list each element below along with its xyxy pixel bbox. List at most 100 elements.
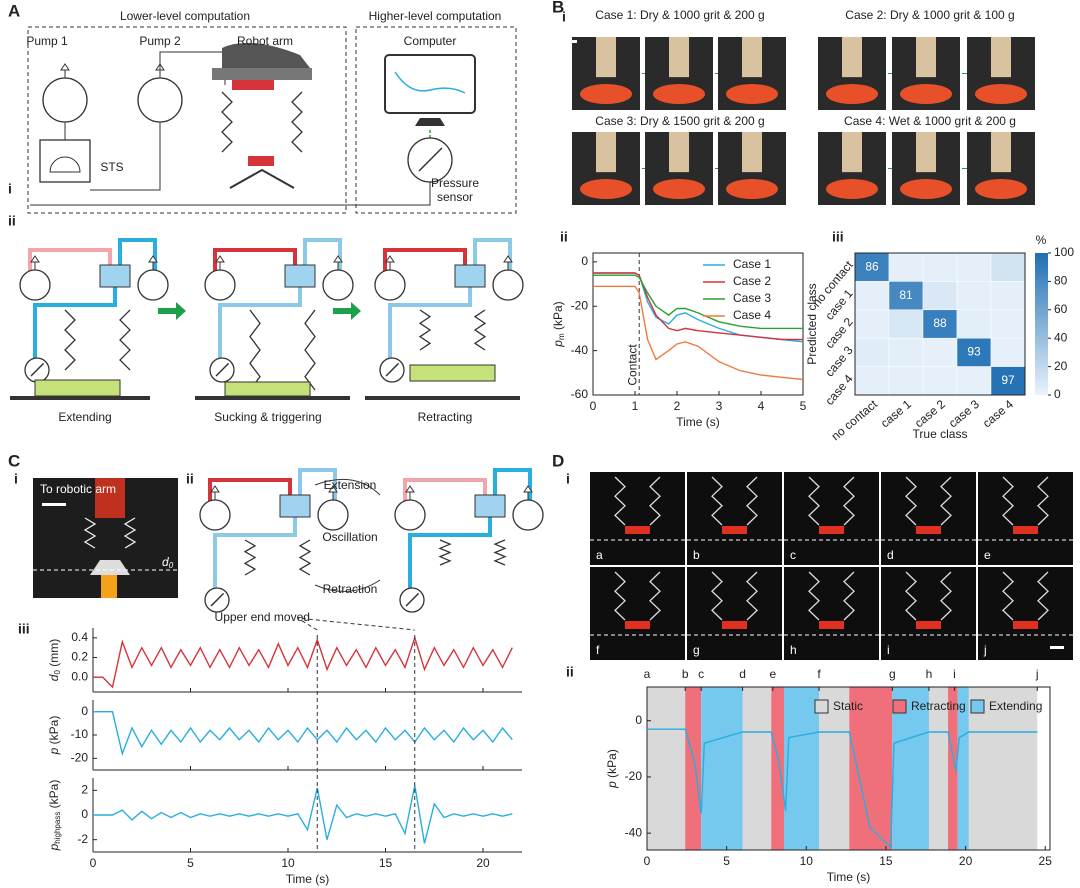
x-tick-label: 4 [758,399,765,413]
frame-label: e [984,548,991,562]
shape [625,621,650,629]
shape [916,621,941,629]
heat-cell [990,281,1026,311]
x-axis-label: Time (s) [286,872,330,886]
shape [208,478,292,515]
shape [394,71,466,94]
line [593,285,804,381]
shape [249,309,316,391]
heat-cell [956,281,992,311]
colorbar-label: % [1036,233,1047,247]
shape [512,499,544,531]
y-tick-label: 0.4 [71,630,88,644]
shape [580,179,632,199]
shape [284,264,316,288]
shape [563,40,577,43]
y-tick-label: 0 [581,254,588,268]
shape [418,309,487,351]
x-tick-label: 25 [1039,854,1053,868]
y-axis-label-main: d [47,674,61,681]
shape [625,526,650,534]
label: Computer [404,34,457,48]
shape [916,132,936,173]
y-axis-label-main: p [551,340,565,348]
shape [742,37,762,78]
heat-cell [922,366,958,396]
x-tick-label: 20 [476,856,490,870]
shape [388,238,512,365]
sub-label: i [562,9,566,25]
x-tick-label: 2 [674,399,681,413]
event-label: f [817,667,821,681]
y-axis-label: p (kPa) [47,716,61,756]
shape [687,472,782,565]
shape [711,571,758,621]
sub-label: i [14,471,18,487]
shape [355,26,517,214]
cell-label: 93 [967,345,981,359]
line [593,274,803,330]
heat-cell [854,366,890,396]
shape [83,517,137,549]
shape [438,539,507,566]
shape [418,147,443,172]
heat-cell [922,281,958,311]
x-tick-label: 0 [644,854,651,868]
label: STS [100,160,123,174]
sub-label: ii [566,664,574,680]
line [93,711,513,757]
colorbar-tick-label: 20 [1054,359,1068,373]
box-title: Lower-level computation [120,9,250,23]
shape [322,269,354,301]
shape [19,269,51,301]
y-axis-label-unit: (kPa) [47,780,61,812]
shape [60,63,70,78]
colorbar [1035,253,1048,395]
shape [221,91,303,153]
frame-label: h [790,643,797,657]
state-span [647,687,686,850]
plot-frame [646,686,1051,851]
shape [49,156,81,173]
line [93,635,513,689]
shape [148,255,158,270]
line [593,272,803,341]
x-tick-label: 3 [716,399,723,413]
shape [30,255,40,270]
legend-label: Case 3 [733,291,771,305]
state-span [742,687,772,850]
shape [596,132,616,173]
cycle-label: Oscillation [322,530,377,544]
shape [881,472,976,565]
label: Robot arm [237,34,293,48]
shape [784,567,879,660]
cell-label: 97 [1001,373,1015,387]
label: Pressure [431,176,479,190]
y-axis-label: Predicted class [805,283,819,364]
shape [808,571,855,621]
label: sensor [437,190,473,204]
shape [95,478,125,518]
y-tick-label: -2 [77,832,88,846]
sub-label: iii [18,621,30,637]
y-axis-label-unit: (mm) [47,639,61,670]
shape [394,499,426,531]
shape [454,264,486,288]
shape [722,621,747,629]
sub-label: ii [8,213,16,229]
heat-cell [922,252,958,282]
shape [669,132,689,173]
shape [590,472,685,565]
event-label: c [698,667,704,681]
shape [333,255,343,270]
heat-cell [990,252,1026,282]
shape [687,567,782,660]
shape [975,179,1027,199]
y-axis-label: d0 (mm) [47,639,62,681]
label: Pump 2 [139,34,181,48]
heat-cell [956,337,992,367]
x-tick-label: 0 [90,856,97,870]
step-label: Sucking & triggering [214,410,321,424]
state-span [968,687,1038,850]
shape [328,485,338,500]
